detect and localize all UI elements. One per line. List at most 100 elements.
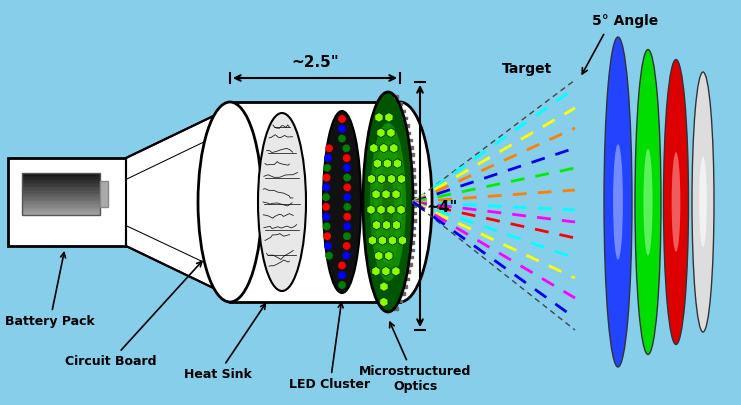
Circle shape [344, 243, 350, 249]
Circle shape [344, 194, 350, 200]
Bar [408, 139, 412, 141]
Bar [22, 208, 100, 210]
Bar [412, 205, 416, 207]
Ellipse shape [323, 111, 361, 293]
Ellipse shape [604, 37, 632, 367]
Bar [22, 175, 100, 176]
Ellipse shape [363, 92, 413, 312]
Circle shape [344, 175, 350, 181]
Text: Microstructured
Optics: Microstructured Optics [359, 322, 471, 393]
Circle shape [339, 262, 345, 269]
Bar [22, 200, 100, 202]
Bar [406, 132, 411, 134]
Ellipse shape [370, 123, 406, 281]
Bar [22, 211, 100, 213]
Bar [22, 173, 100, 215]
Circle shape [323, 194, 329, 200]
Bar [410, 249, 413, 251]
Bar [411, 175, 415, 178]
Circle shape [323, 213, 330, 220]
Ellipse shape [643, 149, 653, 256]
Circle shape [339, 116, 345, 122]
Circle shape [323, 204, 329, 210]
Bar [401, 292, 405, 295]
Bar [405, 124, 409, 127]
Bar [408, 263, 412, 266]
Bar [410, 153, 413, 156]
Bar [100, 181, 108, 207]
Bar [22, 188, 100, 190]
Circle shape [323, 184, 330, 191]
Ellipse shape [613, 144, 623, 260]
Polygon shape [230, 102, 400, 302]
Bar [22, 187, 100, 189]
Bar [22, 176, 100, 178]
Bar [22, 197, 100, 199]
Bar [22, 198, 100, 200]
Circle shape [344, 164, 350, 171]
Circle shape [339, 135, 345, 142]
Text: Target: Target [502, 62, 552, 76]
Circle shape [339, 282, 345, 288]
Circle shape [325, 243, 331, 249]
Bar [22, 184, 100, 186]
Bar [393, 95, 398, 98]
Circle shape [324, 233, 330, 239]
Circle shape [344, 213, 350, 220]
Bar [398, 300, 402, 302]
Bar [22, 179, 100, 181]
Bar [411, 168, 415, 171]
FancyBboxPatch shape [8, 158, 126, 246]
Bar [22, 181, 100, 183]
Bar [22, 213, 100, 215]
Bar [22, 202, 100, 204]
Bar [412, 219, 416, 222]
Circle shape [344, 223, 350, 230]
Circle shape [344, 155, 350, 161]
Circle shape [343, 252, 350, 259]
Ellipse shape [671, 152, 680, 252]
Bar [22, 173, 100, 175]
Circle shape [323, 175, 330, 181]
Bar [411, 241, 414, 244]
Ellipse shape [635, 49, 661, 354]
Bar [406, 271, 411, 273]
Bar [22, 177, 100, 179]
Ellipse shape [663, 60, 688, 345]
Bar [22, 183, 100, 185]
Circle shape [343, 145, 350, 151]
Bar [22, 205, 100, 207]
Bar [22, 195, 100, 197]
Bar [411, 234, 415, 237]
Ellipse shape [378, 158, 398, 246]
Bar [405, 278, 409, 280]
Text: ~2.5": ~2.5" [291, 55, 339, 70]
Bar [398, 102, 402, 105]
Bar [412, 190, 416, 192]
Circle shape [344, 204, 350, 210]
Bar [409, 256, 413, 258]
Ellipse shape [374, 141, 402, 264]
Circle shape [323, 223, 330, 230]
Circle shape [326, 145, 332, 151]
Circle shape [339, 126, 345, 132]
Bar [22, 194, 100, 196]
Text: Battery Pack: Battery Pack [5, 253, 95, 328]
Ellipse shape [368, 102, 432, 302]
Bar [22, 209, 100, 211]
Ellipse shape [692, 72, 714, 332]
Bar [22, 193, 100, 194]
Bar [22, 185, 100, 188]
Bar [401, 110, 405, 112]
Ellipse shape [382, 176, 394, 228]
Circle shape [324, 164, 330, 171]
Bar [412, 183, 416, 185]
Circle shape [344, 233, 350, 239]
Circle shape [325, 155, 331, 161]
Polygon shape [126, 108, 230, 180]
Bar [22, 204, 100, 206]
Circle shape [339, 272, 345, 278]
Circle shape [326, 252, 332, 259]
Ellipse shape [700, 156, 707, 247]
Polygon shape [126, 225, 230, 296]
